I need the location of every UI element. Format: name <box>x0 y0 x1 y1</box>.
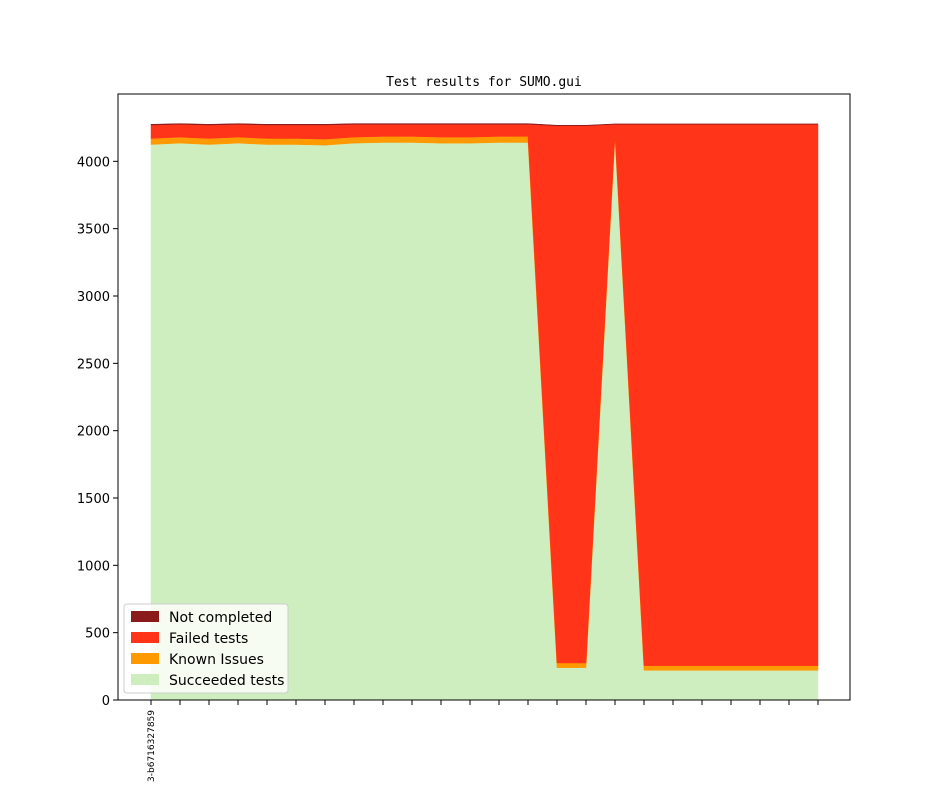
legend-box <box>123 603 289 694</box>
legend-swatch <box>131 632 159 643</box>
y-tick-label: 4000 <box>77 155 110 170</box>
legend-swatch <box>131 653 159 664</box>
y-tick-label: 1000 <box>77 559 110 574</box>
x-tick-label: 3-b6716327859 <box>147 710 157 782</box>
y-axis: 0 500 1000 1500 2000 2500 3000 3500 4000 <box>77 155 118 709</box>
legend: Not completed Failed tests Known Issues Suc… <box>123 603 289 694</box>
area-not-completed <box>150 123 819 126</box>
y-tick-label: 3000 <box>77 290 110 305</box>
legend-swatch <box>131 611 159 622</box>
legend-label: Known Issues <box>169 652 264 668</box>
y-tick-label: 2500 <box>77 357 110 372</box>
chart-title: Test results for SUMO.gui <box>386 75 582 90</box>
area-series-group <box>150 123 819 701</box>
y-tick-label: 1500 <box>77 492 110 507</box>
legend-swatch <box>131 674 159 685</box>
x-axis: 3-b6716327859 <box>147 700 819 782</box>
y-tick-label: 0 <box>102 694 110 709</box>
y-tick-label: 500 <box>85 627 110 642</box>
y-tick-label: 3500 <box>77 223 110 238</box>
legend-label: Failed tests <box>169 631 248 647</box>
y-tick-label: 2000 <box>77 425 110 440</box>
plot-frame <box>117 93 851 701</box>
legend-label: Succeeded tests <box>169 673 284 689</box>
legend-label: Not completed <box>169 610 272 626</box>
